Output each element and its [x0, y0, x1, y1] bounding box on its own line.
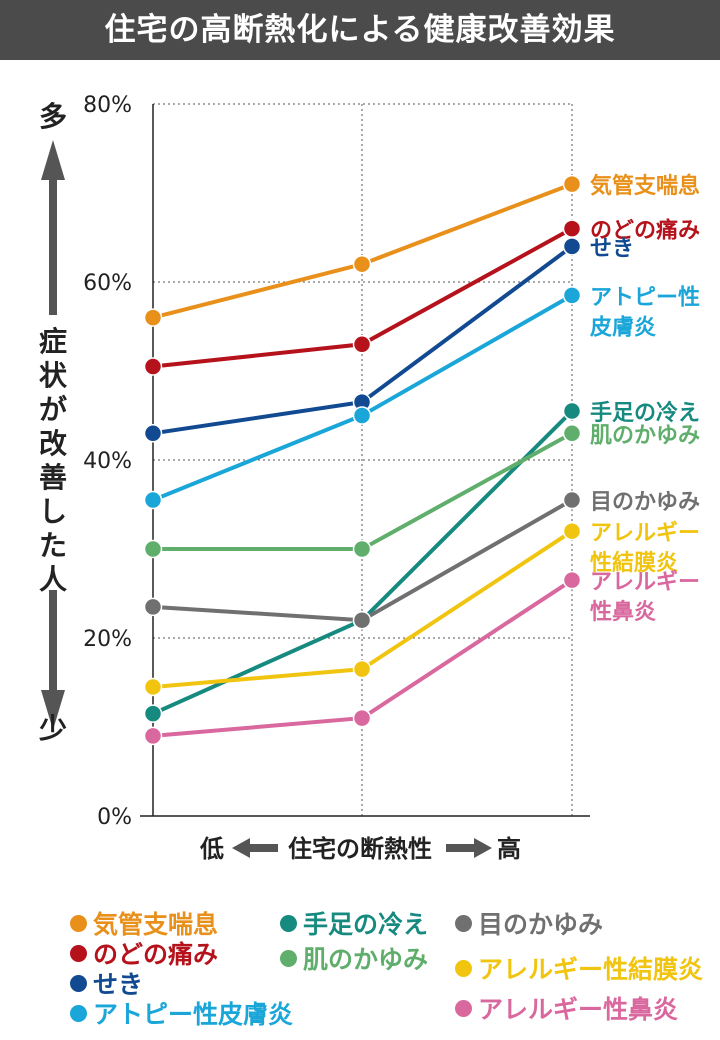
legend-dot-icon: [70, 975, 87, 992]
legend-dot-icon: [280, 915, 297, 932]
legend-label: 手足の冷え: [303, 910, 429, 939]
data-point: [352, 406, 372, 425]
data-point: [143, 597, 163, 617]
series-end-label: 性鼻炎: [590, 599, 656, 625]
series-6: 目のかゆみ: [143, 490, 700, 630]
series-0: 気管支喘息: [143, 173, 700, 327]
series-end-label: 肌のかゆみ: [590, 423, 700, 448]
data-point: [143, 726, 163, 746]
legend-item: アトピー性皮膚炎: [70, 995, 293, 1031]
y-axis-bottom-label: 少: [38, 712, 67, 745]
legend-item: せき: [70, 965, 143, 1001]
data-point: [562, 174, 582, 194]
x-axis-label: 住宅の断熱性: [288, 835, 432, 863]
data-point: [143, 308, 163, 327]
series-end-label: アレルギー: [590, 570, 700, 595]
y-tick-label: 80%: [83, 93, 132, 118]
data-point: [143, 357, 163, 376]
legend-label: 肌のかゆみ: [303, 945, 429, 974]
data-point: [143, 490, 163, 510]
series-end-label: のどの痛み: [590, 218, 700, 244]
y-tick-label: 40%: [83, 449, 132, 474]
series-end-label: 手足の冷え: [590, 400, 700, 426]
legend-item: 気管支喘息: [70, 905, 218, 941]
series-end-label: アレルギー: [590, 521, 700, 546]
data-point: [143, 539, 163, 559]
data-point: [143, 677, 163, 697]
series-2: せき: [143, 236, 634, 443]
line-chart: 0% 20% 40% 60% 80% 低 住宅の断熱性 高 気管支喘息のどの痛みせきアトピー性皮…: [41, 93, 700, 863]
series-end-label: 気管支喘息: [590, 173, 700, 199]
legend-dot-icon: [280, 950, 297, 967]
legend-item: 目のかゆみ: [455, 905, 603, 941]
legend-dot-icon: [455, 1000, 472, 1017]
y-axis-label: 症状が改善した人: [38, 325, 67, 596]
data-point: [562, 424, 582, 443]
legend-item: のどの痛み: [70, 935, 218, 971]
legend-item: 肌のかゆみ: [280, 940, 428, 976]
data-point: [562, 401, 582, 421]
y-axis-top-label: 多: [38, 100, 67, 133]
data-point: [562, 237, 582, 256]
data-point: [352, 708, 372, 728]
series-end-label: アトピー性: [590, 285, 700, 310]
x-axis-low-label: 低: [199, 835, 224, 863]
chart-title: 住宅の高断熱化による健康改善効果: [0, 0, 720, 60]
legend-label: アレルギー性結膜炎: [478, 955, 704, 984]
data-point: [143, 704, 163, 723]
data-point: [352, 254, 372, 274]
legend-dot-icon: [70, 915, 87, 932]
legend-dot-icon: [70, 1005, 87, 1022]
series-8: アレルギー性鼻炎: [143, 570, 700, 746]
legend-label: アトピー性皮膚炎: [93, 1000, 294, 1029]
series-end-label: 性結膜炎: [590, 550, 678, 576]
data-point: [562, 286, 582, 305]
legend-label: アレルギー性鼻炎: [478, 995, 679, 1024]
data-point: [352, 659, 372, 679]
y-tick-label: 20%: [83, 627, 132, 652]
legend-item: 手足の冷え: [280, 905, 428, 941]
data-point: [352, 539, 372, 559]
series-5: 肌のかゆみ: [143, 423, 700, 559]
series-1: のどの痛み: [143, 218, 700, 376]
data-point: [352, 335, 372, 354]
series-end-label: 目のかゆみ: [590, 490, 700, 515]
y-tick-label: 60%: [83, 271, 132, 296]
y-tick-label: 0%: [97, 805, 132, 830]
legend-label: のどの痛み: [93, 940, 219, 969]
left-arrow-icon: [232, 838, 278, 858]
legend: 気管支喘息 のどの痛み せき アトピー性皮膚炎 手足の冷え肌のかゆみ 目のかゆみアレルギー…: [70, 905, 720, 1035]
data-point: [562, 570, 582, 590]
legend-item: アレルギー性鼻炎: [455, 990, 678, 1026]
legend-dot-icon: [455, 915, 472, 932]
legend-item: アレルギー性結膜炎: [455, 950, 703, 986]
legend-dot-icon: [70, 945, 87, 962]
x-axis-label-group: 低 住宅の断熱性 高: [199, 835, 521, 863]
data-point: [352, 610, 372, 630]
x-axis-high-label: 高: [497, 835, 521, 863]
series-7: アレルギー性結膜炎: [143, 521, 700, 697]
legend-label: 気管支喘息: [93, 910, 219, 939]
data-point: [562, 521, 582, 541]
series-end-label: せき: [590, 236, 634, 261]
legend-dot-icon: [455, 960, 472, 977]
y-axis-arrows: [41, 140, 65, 730]
right-arrow-icon: [446, 838, 492, 858]
data-point: [143, 424, 163, 443]
legend-label: せき: [93, 970, 144, 999]
data-point: [562, 490, 582, 510]
data-point: [562, 219, 582, 238]
legend-label: 目のかゆみ: [478, 910, 604, 939]
series-end-label: 皮膚炎: [590, 314, 656, 340]
series-3: アトピー性皮膚炎: [143, 285, 700, 510]
